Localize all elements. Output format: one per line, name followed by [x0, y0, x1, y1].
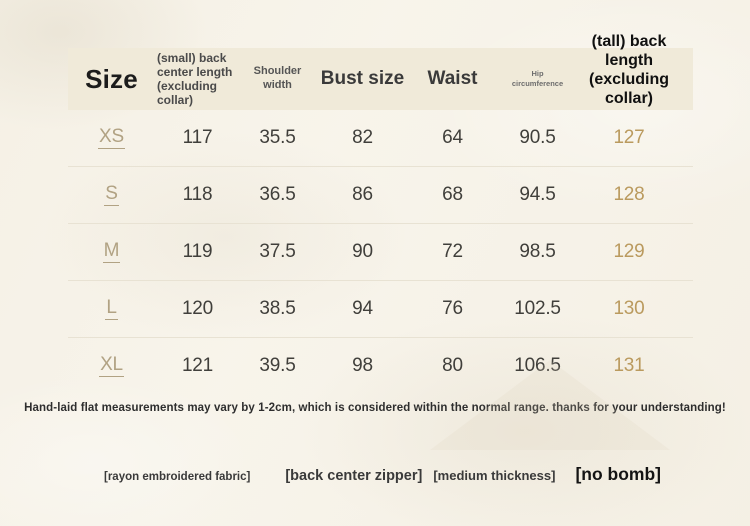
back-center-length-cell: 117 [182, 127, 213, 148]
shoulder-width-cell: 38.5 [259, 298, 296, 319]
size-value: M [102, 240, 121, 263]
tag-fabric: [rayon embroidered fabric] [104, 471, 251, 483]
hip-circumference-cell: 94.5 [519, 184, 556, 205]
shoulder-width-cell: 35.5 [259, 127, 296, 148]
table-row: M 119 37.5 90 72 98.5 129 [68, 224, 693, 281]
measurement-tolerance-note: Hand-laid flat measurements may vary by … [24, 402, 726, 414]
size-value: L [105, 297, 118, 320]
size-cell: S [68, 167, 155, 223]
column-header-label: Waist [427, 68, 478, 89]
column-header-size: Size [68, 48, 155, 110]
size-cell: L [68, 281, 155, 337]
waist-cell: 64 [442, 127, 463, 148]
tall-back-length-cell: 129 [613, 241, 645, 262]
size-value: XL [99, 354, 124, 377]
column-header-label: Hip circumference [511, 69, 564, 88]
column-header-label: Bust size [320, 68, 405, 89]
waist-cell: 80 [442, 355, 463, 376]
column-header-label: Shoulder width [253, 65, 302, 91]
size-cell: XS [68, 110, 155, 166]
size-cell: M [68, 224, 155, 280]
waist-cell: 76 [442, 298, 463, 319]
hip-circumference-cell: 90.5 [519, 127, 556, 148]
tall-back-length-cell: 131 [613, 355, 645, 376]
tag-thickness: [medium thickness] [433, 468, 556, 483]
size-value: XS [98, 126, 125, 149]
bust-size-cell: 94 [352, 298, 373, 319]
column-header-bust-size: Bust size [315, 48, 410, 110]
back-center-length-cell: 119 [182, 241, 213, 262]
table-row: XS 117 35.5 82 64 90.5 127 [68, 110, 693, 167]
bust-size-cell: 86 [352, 184, 373, 205]
tall-back-length-cell: 128 [613, 184, 645, 205]
size-table: Size (small) back center length (excludi… [68, 33, 693, 394]
size-cell: XL [68, 338, 155, 394]
waist-cell: 68 [442, 184, 463, 205]
tall-back-length-cell: 127 [613, 127, 645, 148]
table-row: XL 121 39.5 98 80 106.5 131 [68, 338, 693, 394]
table-row: S 118 36.5 86 68 94.5 128 [68, 167, 693, 224]
column-header-back-center-length: (small) back center length (excluding co… [155, 48, 240, 110]
column-header-hip-circumference: Hip circumference [495, 48, 580, 110]
column-header-label: (tall) back length (excluding collar) [588, 32, 669, 108]
column-header-waist: Waist [410, 48, 495, 110]
column-header-shoulder-width: Shoulder width [240, 48, 315, 110]
hip-circumference-cell: 98.5 [519, 241, 556, 262]
column-header-tall-back-length: (tall) back length (excluding collar) [580, 33, 693, 108]
tall-back-length-cell: 130 [613, 298, 645, 319]
size-value: S [104, 183, 119, 206]
table-row: L 120 38.5 94 76 102.5 130 [68, 281, 693, 338]
tag-stretch: [no bomb] [575, 464, 661, 484]
column-header-label: Size [85, 63, 138, 94]
bust-size-cell: 90 [352, 241, 373, 262]
bust-size-cell: 82 [352, 127, 373, 148]
column-header-label: (small) back center length (excluding co… [157, 50, 233, 108]
back-center-length-cell: 120 [181, 298, 214, 319]
bust-size-cell: 98 [352, 355, 373, 376]
shoulder-width-cell: 37.5 [259, 241, 296, 262]
table-header-row: Size (small) back center length (excludi… [68, 33, 693, 110]
product-attribute-tags: [rayon embroidered fabric] [back center … [104, 464, 704, 485]
back-center-length-cell: 118 [182, 184, 213, 205]
hip-circumference-cell: 102.5 [514, 298, 561, 319]
shoulder-width-cell: 39.5 [259, 355, 296, 376]
tag-zipper: [back center zipper] [285, 468, 423, 484]
hip-circumference-cell: 106.5 [514, 355, 561, 376]
back-center-length-cell: 121 [181, 355, 214, 376]
waist-cell: 72 [442, 241, 463, 262]
shoulder-width-cell: 36.5 [259, 184, 296, 205]
